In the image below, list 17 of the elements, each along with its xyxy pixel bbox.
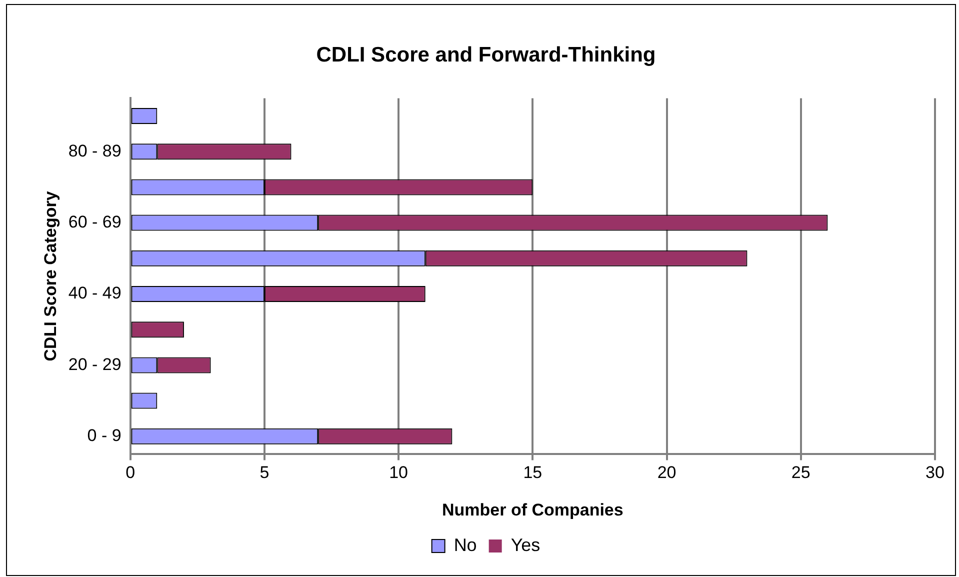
legend-label: Yes bbox=[510, 534, 540, 555]
x-tick-label: 20 bbox=[657, 463, 676, 482]
y-tick-label: 80 - 89 bbox=[68, 141, 122, 160]
x-tick-label: 30 bbox=[926, 463, 944, 482]
chart-title: CDLI Score and Forward-Thinking bbox=[316, 43, 656, 66]
y-tick-label: 0 - 9 bbox=[87, 426, 122, 446]
y-tick-label: 40 - 49 bbox=[68, 284, 122, 303]
y-tick-label: 20 - 29 bbox=[68, 354, 122, 374]
x-axis-title: Number of Companies bbox=[442, 500, 624, 520]
legend-label: No bbox=[454, 534, 477, 555]
x-tick-label: 25 bbox=[791, 463, 810, 482]
x-tick-label: 5 bbox=[260, 463, 270, 482]
x-tick-label: 15 bbox=[523, 463, 542, 482]
y-tick-label: 60 - 69 bbox=[68, 212, 122, 232]
y-axis-title: CDLI Score Category bbox=[40, 190, 60, 362]
x-tick-label: 10 bbox=[389, 463, 408, 482]
x-tick-label: 0 bbox=[126, 463, 136, 482]
